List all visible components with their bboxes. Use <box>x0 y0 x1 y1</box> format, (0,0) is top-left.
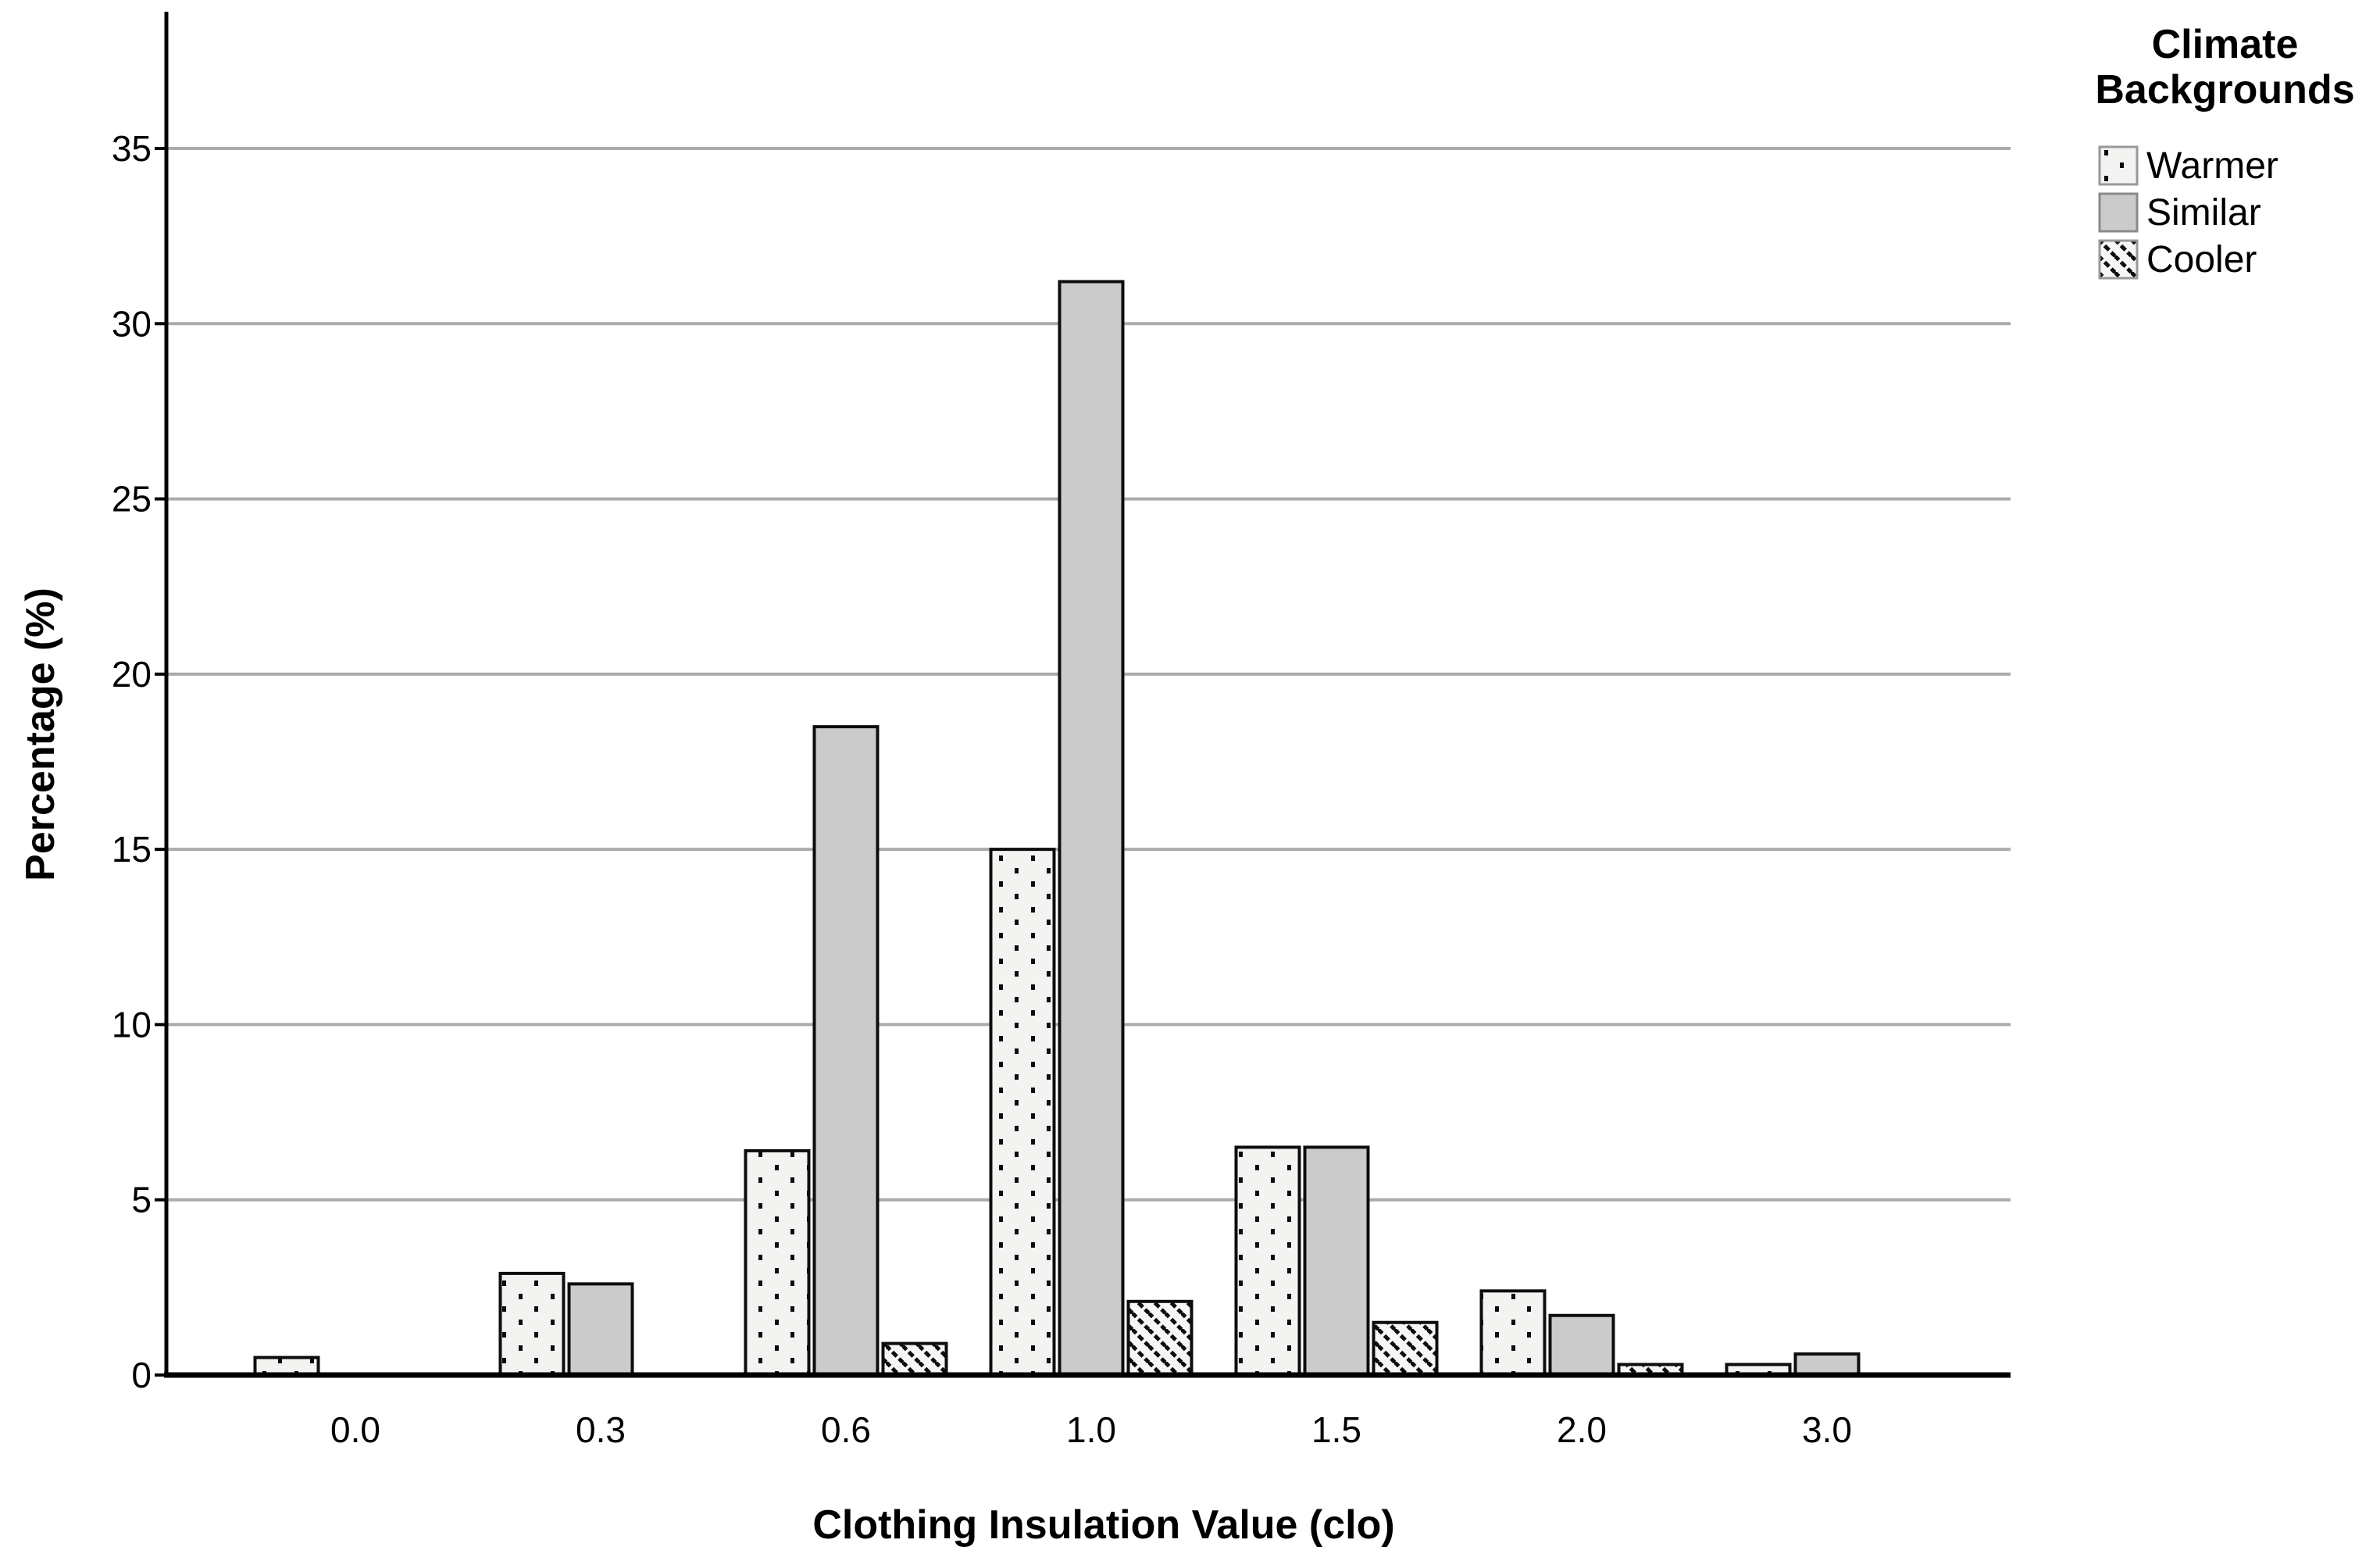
x-tick-label-1.5: 1.5 <box>1311 1409 1361 1450</box>
x-tick-label-3.0: 3.0 <box>1802 1409 1852 1450</box>
legend-items: Warmer Similar Cooler <box>2070 142 2380 283</box>
y-tick-label-5: 5 <box>131 1180 152 1220</box>
y-axis-title: Percentage (%) <box>18 588 63 881</box>
legend-label-warmer: Warmer <box>2146 145 2278 187</box>
x-tick-label-0.0: 0.0 <box>330 1409 380 1450</box>
bar-cooler-0.6 <box>881 1341 948 1377</box>
legend-label-cooler: Cooler <box>2146 238 2257 280</box>
legend-item-similar: Similar <box>2098 189 2380 236</box>
y-tick-label-25: 25 <box>112 479 152 520</box>
bar-warmer-0.3 <box>498 1271 566 1377</box>
x-tick-label-0.3: 0.3 <box>576 1409 626 1450</box>
x-tick-label-2.0: 2.0 <box>1557 1409 1607 1450</box>
x-tick-label-0.6: 0.6 <box>821 1409 871 1450</box>
bar-warmer-2.0 <box>1479 1289 1547 1377</box>
bar-cooler-1.5 <box>1372 1320 1439 1377</box>
y-tick-label-35: 35 <box>112 128 152 169</box>
x-tick-label-1.0: 1.0 <box>1066 1409 1116 1450</box>
legend-label-similar: Similar <box>2146 191 2261 234</box>
tick-labels: 0 5 10 15 20 25 30 35 0.0 0.3 0.6 1.0 1.5 2.0 3.0 <box>112 128 1852 1450</box>
bar-similar-1.0 <box>1058 280 1125 1377</box>
bar-similar-1.5 <box>1303 1145 1370 1377</box>
y-tick-label-30: 30 <box>112 303 152 344</box>
y-tick-label-15: 15 <box>112 829 152 870</box>
y-tick-label-20: 20 <box>112 654 152 695</box>
y-tick-label-10: 10 <box>112 1004 152 1045</box>
legend: Climate Backgrounds Warmer Similar Cooler <box>2070 22 2380 283</box>
bar-similar-0.6 <box>812 725 880 1377</box>
legend-item-warmer: Warmer <box>2098 142 2380 189</box>
bar-similar-2.0 <box>1548 1313 1615 1377</box>
legend-item-cooler: Cooler <box>2098 236 2380 283</box>
x-axis-title: Clothing Insulation Value (clo) <box>812 1502 1395 1548</box>
bar-warmer-0.6 <box>744 1148 811 1377</box>
y-tick-label-0: 0 <box>131 1355 152 1395</box>
legend-swatch-cooler <box>2098 239 2139 280</box>
bars <box>253 280 1861 1377</box>
legend-title: Climate Backgrounds <box>2095 22 2355 113</box>
bar-warmer-1.0 <box>989 848 1056 1377</box>
legend-swatch-warmer <box>2098 145 2139 186</box>
bar-warmer-1.5 <box>1234 1145 1301 1377</box>
legend-swatch-similar <box>2098 192 2139 233</box>
bar-cooler-1.0 <box>1126 1299 1194 1377</box>
bar-similar-3.0 <box>1793 1352 1861 1377</box>
bar-similar-0.3 <box>567 1282 634 1377</box>
axes <box>155 12 2011 1378</box>
